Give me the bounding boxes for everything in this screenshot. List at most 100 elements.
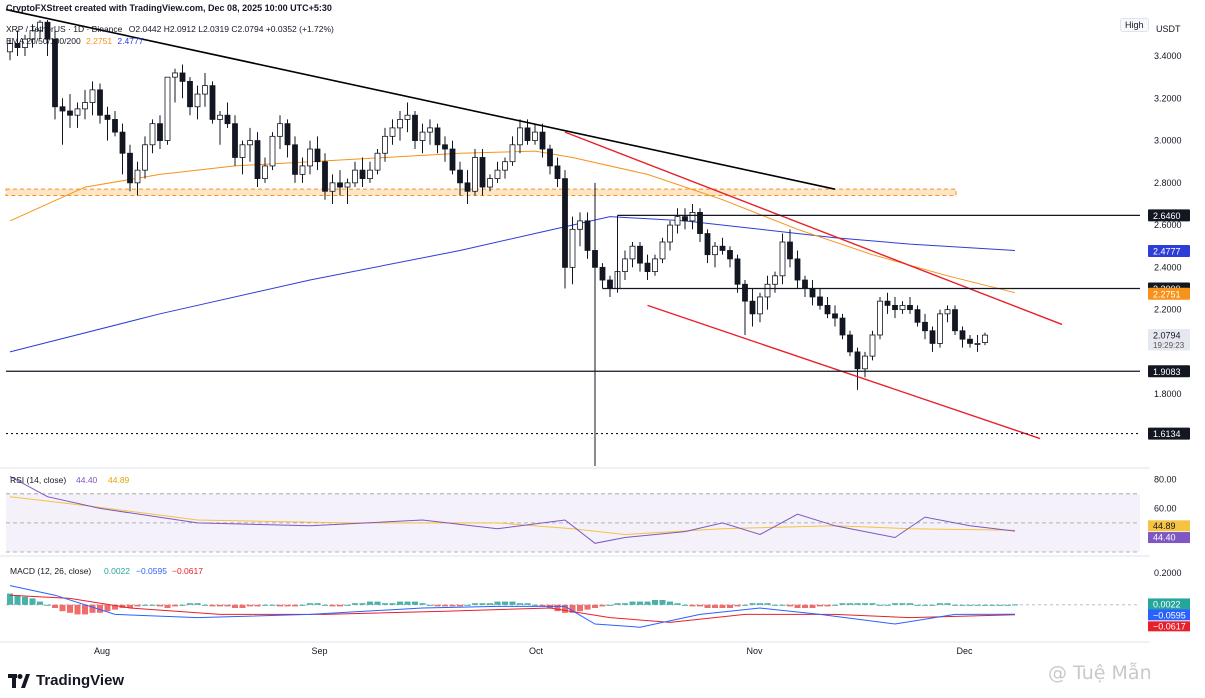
candle — [157, 123, 163, 141]
macd-hist-bar — [832, 604, 838, 606]
macd-hist-bar — [794, 604, 801, 608]
ohlc-values: O2.0442 H2.0912 L2.0319 C2.0794 +0.0352 … — [128, 24, 334, 34]
macd-hist-bar — [104, 604, 111, 612]
macd-hist-bar — [764, 603, 771, 605]
macd-hist-bar — [472, 603, 478, 605]
rsi-line — [9, 475, 1016, 544]
macd-hist-bar — [389, 603, 396, 605]
macd-hist-bar — [134, 604, 141, 607]
candle — [734, 258, 741, 285]
macd-hist-bar — [202, 604, 208, 606]
candle — [119, 131, 126, 154]
candle — [322, 161, 328, 192]
macd-hist-bar — [847, 603, 853, 605]
macd-hist-bar — [397, 601, 403, 605]
rsi-value: 44.40 — [76, 475, 98, 485]
macd-hist-bar — [982, 604, 988, 606]
high-button[interactable]: High — [1120, 18, 1149, 32]
candle — [457, 169, 463, 184]
ema-value-1: 2.2751 — [86, 36, 113, 46]
candle — [599, 266, 606, 281]
candle — [179, 72, 186, 82]
price-label-bg — [1148, 209, 1190, 222]
macd-hist-bar — [952, 604, 958, 606]
rsi-tick: 60.00 — [1154, 503, 1177, 513]
macd-hist-bar — [224, 604, 231, 607]
candle — [929, 330, 936, 344]
candle — [299, 165, 306, 175]
macd-hist-bar — [22, 596, 28, 605]
macd-hist-bar — [59, 604, 66, 612]
candle — [224, 114, 231, 125]
candle — [37, 21, 43, 32]
macd-hist-bar — [884, 604, 891, 606]
macd-hist-bar — [7, 593, 13, 605]
candle — [727, 250, 733, 260]
y-tick-label: 2.8000 — [1154, 178, 1182, 188]
candle — [337, 182, 343, 188]
price-label-bg — [1148, 287, 1190, 300]
candle — [232, 123, 238, 158]
candle — [269, 135, 276, 167]
candle — [502, 161, 508, 171]
macd-hist-bar — [824, 604, 831, 607]
candle — [67, 110, 73, 116]
macd-hist-bar — [187, 603, 193, 605]
currency-label: USDT — [1156, 24, 1181, 34]
candle — [352, 169, 358, 184]
candle — [479, 157, 486, 188]
candle — [689, 212, 696, 222]
candle — [869, 334, 876, 357]
macd-hist-bar — [232, 604, 238, 608]
macd-hist-bar — [404, 601, 411, 605]
macd-hist-bar — [179, 604, 186, 606]
macd-hist-bar — [29, 598, 36, 605]
candle — [382, 135, 388, 154]
candle — [629, 245, 636, 260]
macd-hist-bar — [194, 603, 201, 605]
candle — [682, 216, 688, 222]
macd-hist-bar — [539, 604, 546, 607]
rsi-tag-text: 44.40 — [1153, 533, 1176, 543]
macd-hist-bar — [959, 604, 966, 606]
y-tick-label: 3.4000 — [1154, 51, 1182, 61]
candle — [367, 169, 373, 180]
watermark: @ Tuệ Mẫn — [1048, 662, 1152, 684]
macd-signal-value: −0.0595 — [136, 566, 167, 576]
tradingview-icon — [8, 673, 30, 688]
macd-hist-bar — [869, 603, 876, 605]
macd-hist-bar — [787, 604, 793, 607]
candle — [82, 102, 88, 110]
candle — [374, 152, 381, 171]
macd-hist-bar — [37, 601, 43, 605]
macd-hist-bar — [292, 604, 298, 607]
tradingview-logo[interactable]: TradingView — [8, 672, 124, 689]
macd-hist-bar — [562, 604, 568, 613]
candle — [554, 165, 561, 180]
macd-hist-bar — [1004, 604, 1011, 606]
macd-hist-bar — [352, 603, 358, 605]
rsi-tag — [1148, 532, 1190, 544]
macd-hist-bar — [427, 604, 433, 606]
candle — [389, 127, 396, 137]
candle — [847, 334, 853, 353]
candle — [97, 89, 103, 116]
macd-hist-bar — [899, 603, 906, 605]
price-label: 2.2751 — [1153, 289, 1181, 299]
candle — [89, 89, 96, 103]
macd-hist-bar — [524, 603, 531, 605]
price-label: 1.9083 — [1153, 367, 1181, 377]
macd-hist-bar — [532, 604, 538, 606]
macd-label: MACD (12, 26, close) — [10, 566, 91, 576]
macd-hist-bar — [772, 604, 778, 606]
macd-hist-bar — [719, 604, 726, 608]
macd-hist-bar — [344, 604, 351, 606]
candle — [397, 119, 403, 129]
descending-trendline — [5, 8, 836, 190]
candle — [22, 38, 28, 48]
macd-hist-bar — [757, 603, 763, 605]
candle — [854, 351, 861, 370]
x-tick-label: Oct — [529, 646, 544, 656]
macd-hist-bar — [74, 604, 81, 615]
